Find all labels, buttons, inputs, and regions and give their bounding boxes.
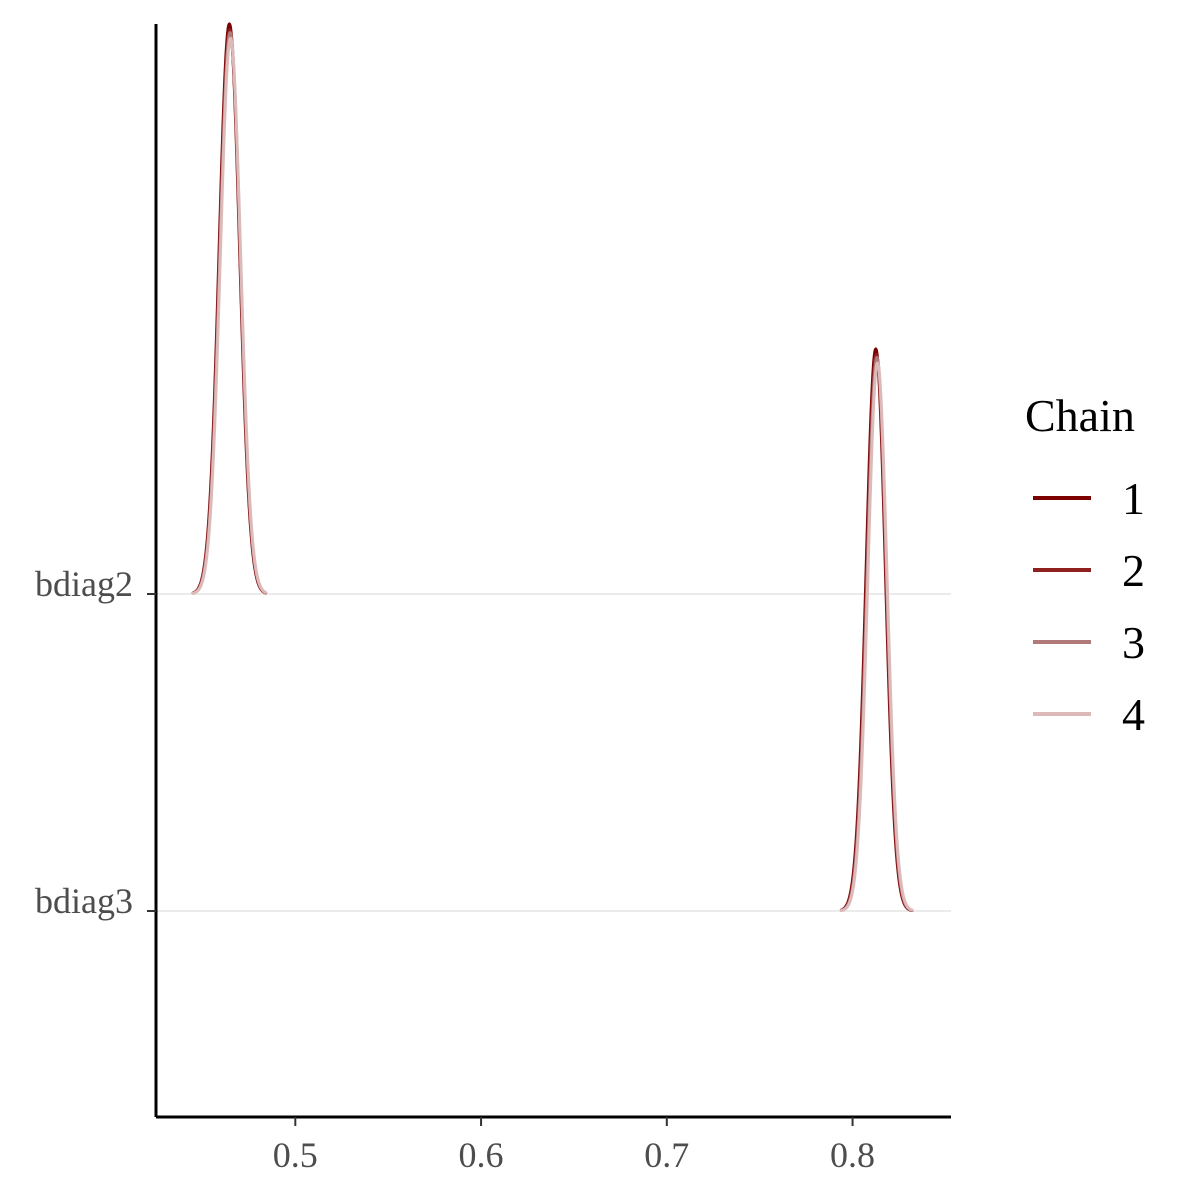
gridlines <box>156 593 951 912</box>
legend-label-1: 1 <box>1122 473 1145 524</box>
x-tick-label: 0.6 <box>459 1135 504 1175</box>
density-bdiag3-chain-4 <box>839 361 914 912</box>
density-bdiag2-chain-1 <box>191 22 268 595</box>
legend-title: Chain <box>1025 390 1135 441</box>
legend-label-3: 3 <box>1122 617 1145 668</box>
y-tick-label-bdiag2: bdiag2 <box>35 564 133 604</box>
y-tick-label-bdiag3: bdiag3 <box>35 881 133 921</box>
x-tick-label: 0.5 <box>273 1135 318 1175</box>
legend-label-2: 2 <box>1122 545 1145 596</box>
density-bdiag2-chain-2 <box>191 28 268 595</box>
density-bdiag3-chain-2 <box>839 353 914 912</box>
y-ticks: bdiag2 bdiag3 <box>35 564 156 921</box>
x-ticks: 0.5 0.6 0.7 0.8 <box>273 1117 875 1175</box>
density-curves <box>191 22 914 912</box>
legend-label-4: 4 <box>1122 689 1145 740</box>
axes <box>154 24 951 1119</box>
density-bdiag3-chain-3 <box>839 356 914 912</box>
x-tick-label: 0.8 <box>830 1135 875 1175</box>
density-bdiag2-chain-4 <box>191 36 268 595</box>
density-bdiag2-chain-3 <box>191 31 268 595</box>
legend-items: 1 2 3 4 <box>1033 473 1145 740</box>
legend: Chain 1 2 3 4 <box>1025 390 1145 740</box>
density-bdiag3-chain-1 <box>839 347 914 912</box>
x-tick-label: 0.7 <box>644 1135 689 1175</box>
